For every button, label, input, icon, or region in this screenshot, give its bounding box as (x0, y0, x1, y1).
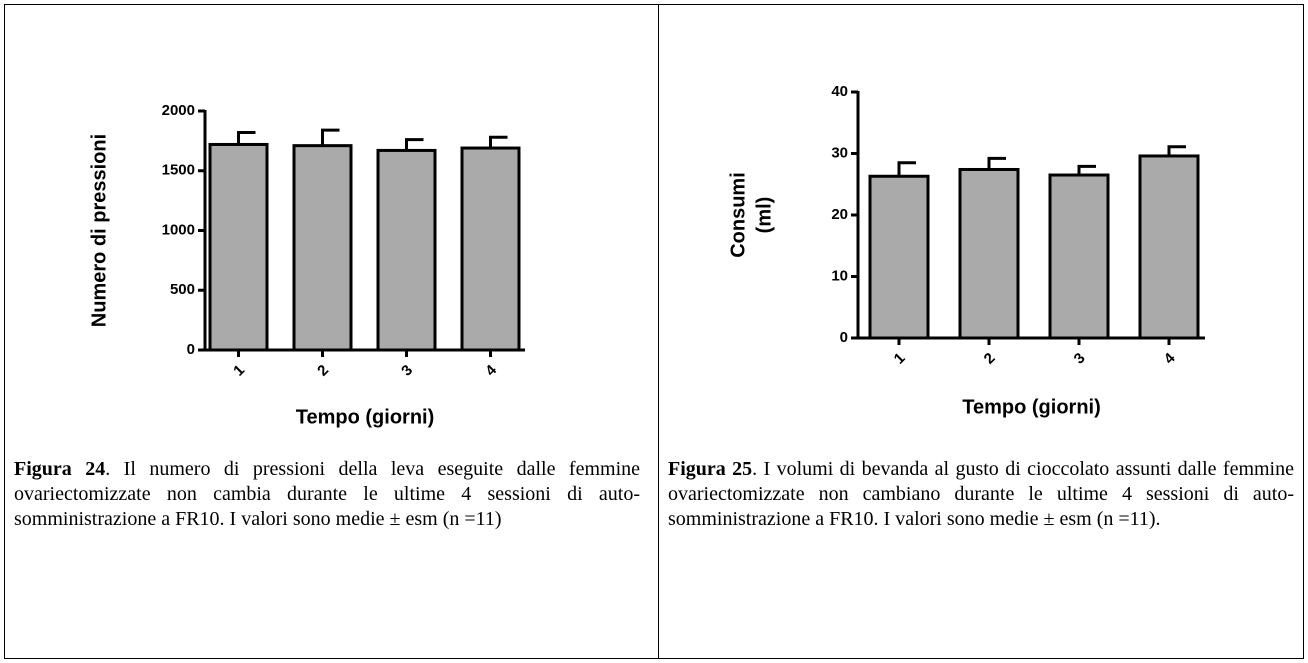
y-tick-label: 0 (840, 329, 848, 346)
y-tick-label: 40 (831, 83, 848, 100)
y-axis-label: Consumi (727, 172, 749, 258)
x-tick-label: 4 (1161, 349, 1179, 367)
caption-text: . Il numero di pressioni della leva eseg… (14, 458, 640, 530)
caption-label: Figura 25 (668, 458, 753, 480)
x-tick-label: 1 (230, 362, 248, 380)
x-tick-label: 3 (1071, 350, 1089, 368)
y-tick-label: 500 (170, 281, 195, 298)
y-tick-label: 1500 (162, 162, 195, 179)
caption-text: . I volumi di bevanda al gusto di ciocco… (668, 458, 1294, 530)
x-axis-label: Tempo (giorni) (962, 396, 1101, 418)
caption: Figura 24. Il numero di pressioni della … (14, 457, 640, 532)
y-tick-label: 0 (187, 341, 195, 358)
bar (292, 144, 353, 352)
x-tick-label: 2 (981, 350, 999, 368)
x-axis-label: Tempo (giorni) (296, 406, 435, 428)
y-tick-label: 20 (831, 206, 848, 223)
y-tick-label: 10 (831, 267, 848, 284)
caption-label: Figura 24 (14, 458, 106, 480)
x-tick-label: 3 (398, 362, 416, 380)
bar (460, 146, 521, 352)
bar (1048, 173, 1110, 340)
bar (1138, 154, 1200, 340)
y-axis-label: (ml) (753, 197, 775, 234)
caption: Figura 25. I volumi di bevanda al gusto … (668, 457, 1294, 532)
bar (958, 167, 1020, 340)
bar (868, 174, 930, 340)
bar (376, 148, 437, 352)
x-tick-label: 1 (891, 350, 909, 368)
bar (208, 142, 269, 352)
frame (4, 4, 1304, 659)
x-tick-label: 2 (314, 362, 332, 380)
x-tick-label: 4 (482, 361, 500, 379)
y-tick-label: 2000 (162, 102, 195, 119)
y-axis-label: Numero di pressioni (88, 134, 110, 327)
y-tick-label: 30 (831, 144, 848, 161)
y-tick-label: 1000 (162, 221, 195, 238)
